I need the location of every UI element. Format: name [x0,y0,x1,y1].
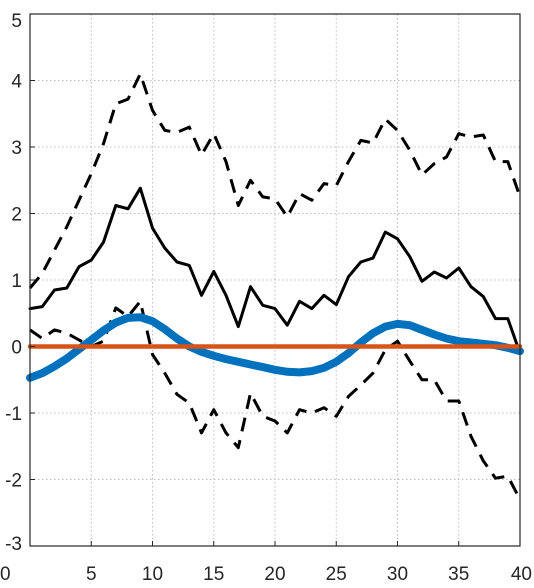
y-tick-label: 2 [11,205,22,226]
x-tick-label: 10 [142,564,163,585]
x-tick-label: 5 [86,564,97,585]
y-tick-label: 3 [11,138,22,159]
y-tick-label: -1 [5,404,22,425]
y-tick-label: 1 [11,271,22,292]
y-tick-label: 5 [11,11,22,32]
axis-ticks: 0 5 10 15 20 25 30 35 40 -3 -2 -1 0 1 2 3 4 5 [0,11,532,585]
series-line-lower-dashed-black [29,299,522,501]
x-tick-label: 35 [448,564,469,585]
y-tick-label: -3 [5,534,22,555]
series-group [26,72,524,501]
y-tick-label: -2 [5,471,22,492]
x-tick-label: 25 [326,564,347,585]
x-tick-label: 30 [387,564,408,585]
x-tick-label: 20 [264,564,285,585]
series-line-thick-blue [26,313,524,382]
x-tick-label: 40 [511,564,532,585]
series-line-upper-dashed-black [28,72,522,289]
series-line-solid-black [28,186,522,355]
x-tick-label: 15 [203,564,224,585]
y-tick-label: 0 [11,338,22,359]
x-tick-label: 0 [0,564,11,585]
y-tick-label: 4 [11,72,22,93]
